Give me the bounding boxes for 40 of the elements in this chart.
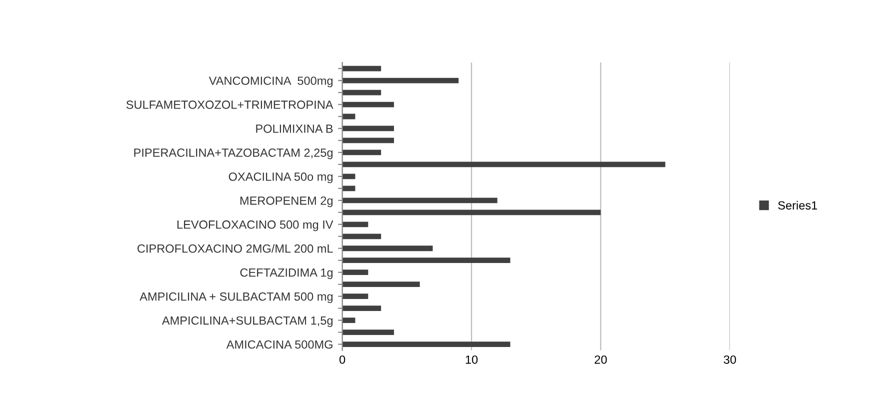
y-tick-label: AMICACINA 500MG: [226, 340, 332, 349]
bar: [342, 90, 382, 96]
y-tick-label: MEROPENEM 2g: [240, 196, 333, 208]
x-tick-label: 10: [466, 355, 478, 364]
y-tick-label: VANCOMICINA 500mg: [208, 76, 333, 88]
bar: [342, 330, 394, 335]
bar: [342, 198, 498, 204]
bar: [342, 126, 394, 132]
x-tick-label: 0: [339, 355, 346, 364]
legend-label: Series1: [778, 200, 818, 210]
bar: [342, 270, 368, 276]
y-tick-label: SULFAMETOXOZOL+TRIMETROPINA: [126, 100, 334, 109]
bar: [342, 318, 356, 324]
y-tick-label: LEVOFLOXACINO 500 mg IV: [177, 220, 334, 232]
bar: [342, 210, 601, 216]
y-tick-label: AMPICILINA + SULBACTAM 500 mg: [140, 292, 333, 304]
bar: [342, 102, 394, 108]
y-tick-label: OXACILINA 50o mg: [228, 172, 333, 184]
bar: [342, 138, 394, 144]
bar: [342, 342, 510, 347]
y-tick-label: CEFTAZIDIMA 1g: [240, 268, 333, 280]
y-tick-label: PIPERACILINA+TAZOBACTAM 2,25g: [134, 148, 333, 160]
bar: [342, 162, 666, 168]
bar: [342, 246, 433, 252]
y-tick-label: CIPROFLOXACINO 2MG/ML 200 mL: [138, 244, 333, 253]
bar: [342, 258, 510, 264]
y-tick-label: POLIMIXINA B: [256, 124, 333, 133]
bar: [342, 150, 382, 156]
bar: [342, 174, 356, 180]
bar: [342, 282, 420, 288]
x-tick-label: 30: [724, 355, 736, 364]
bar: [342, 186, 356, 192]
bar: [342, 66, 382, 72]
bar: [342, 222, 368, 228]
x-tick-label: 20: [594, 355, 607, 364]
bar: [342, 234, 382, 240]
bar: [342, 306, 382, 312]
bar: [342, 78, 459, 84]
y-tick-label: AMPICILINA+SULBACTAM 1,5g: [162, 316, 333, 328]
bar: [342, 294, 368, 300]
